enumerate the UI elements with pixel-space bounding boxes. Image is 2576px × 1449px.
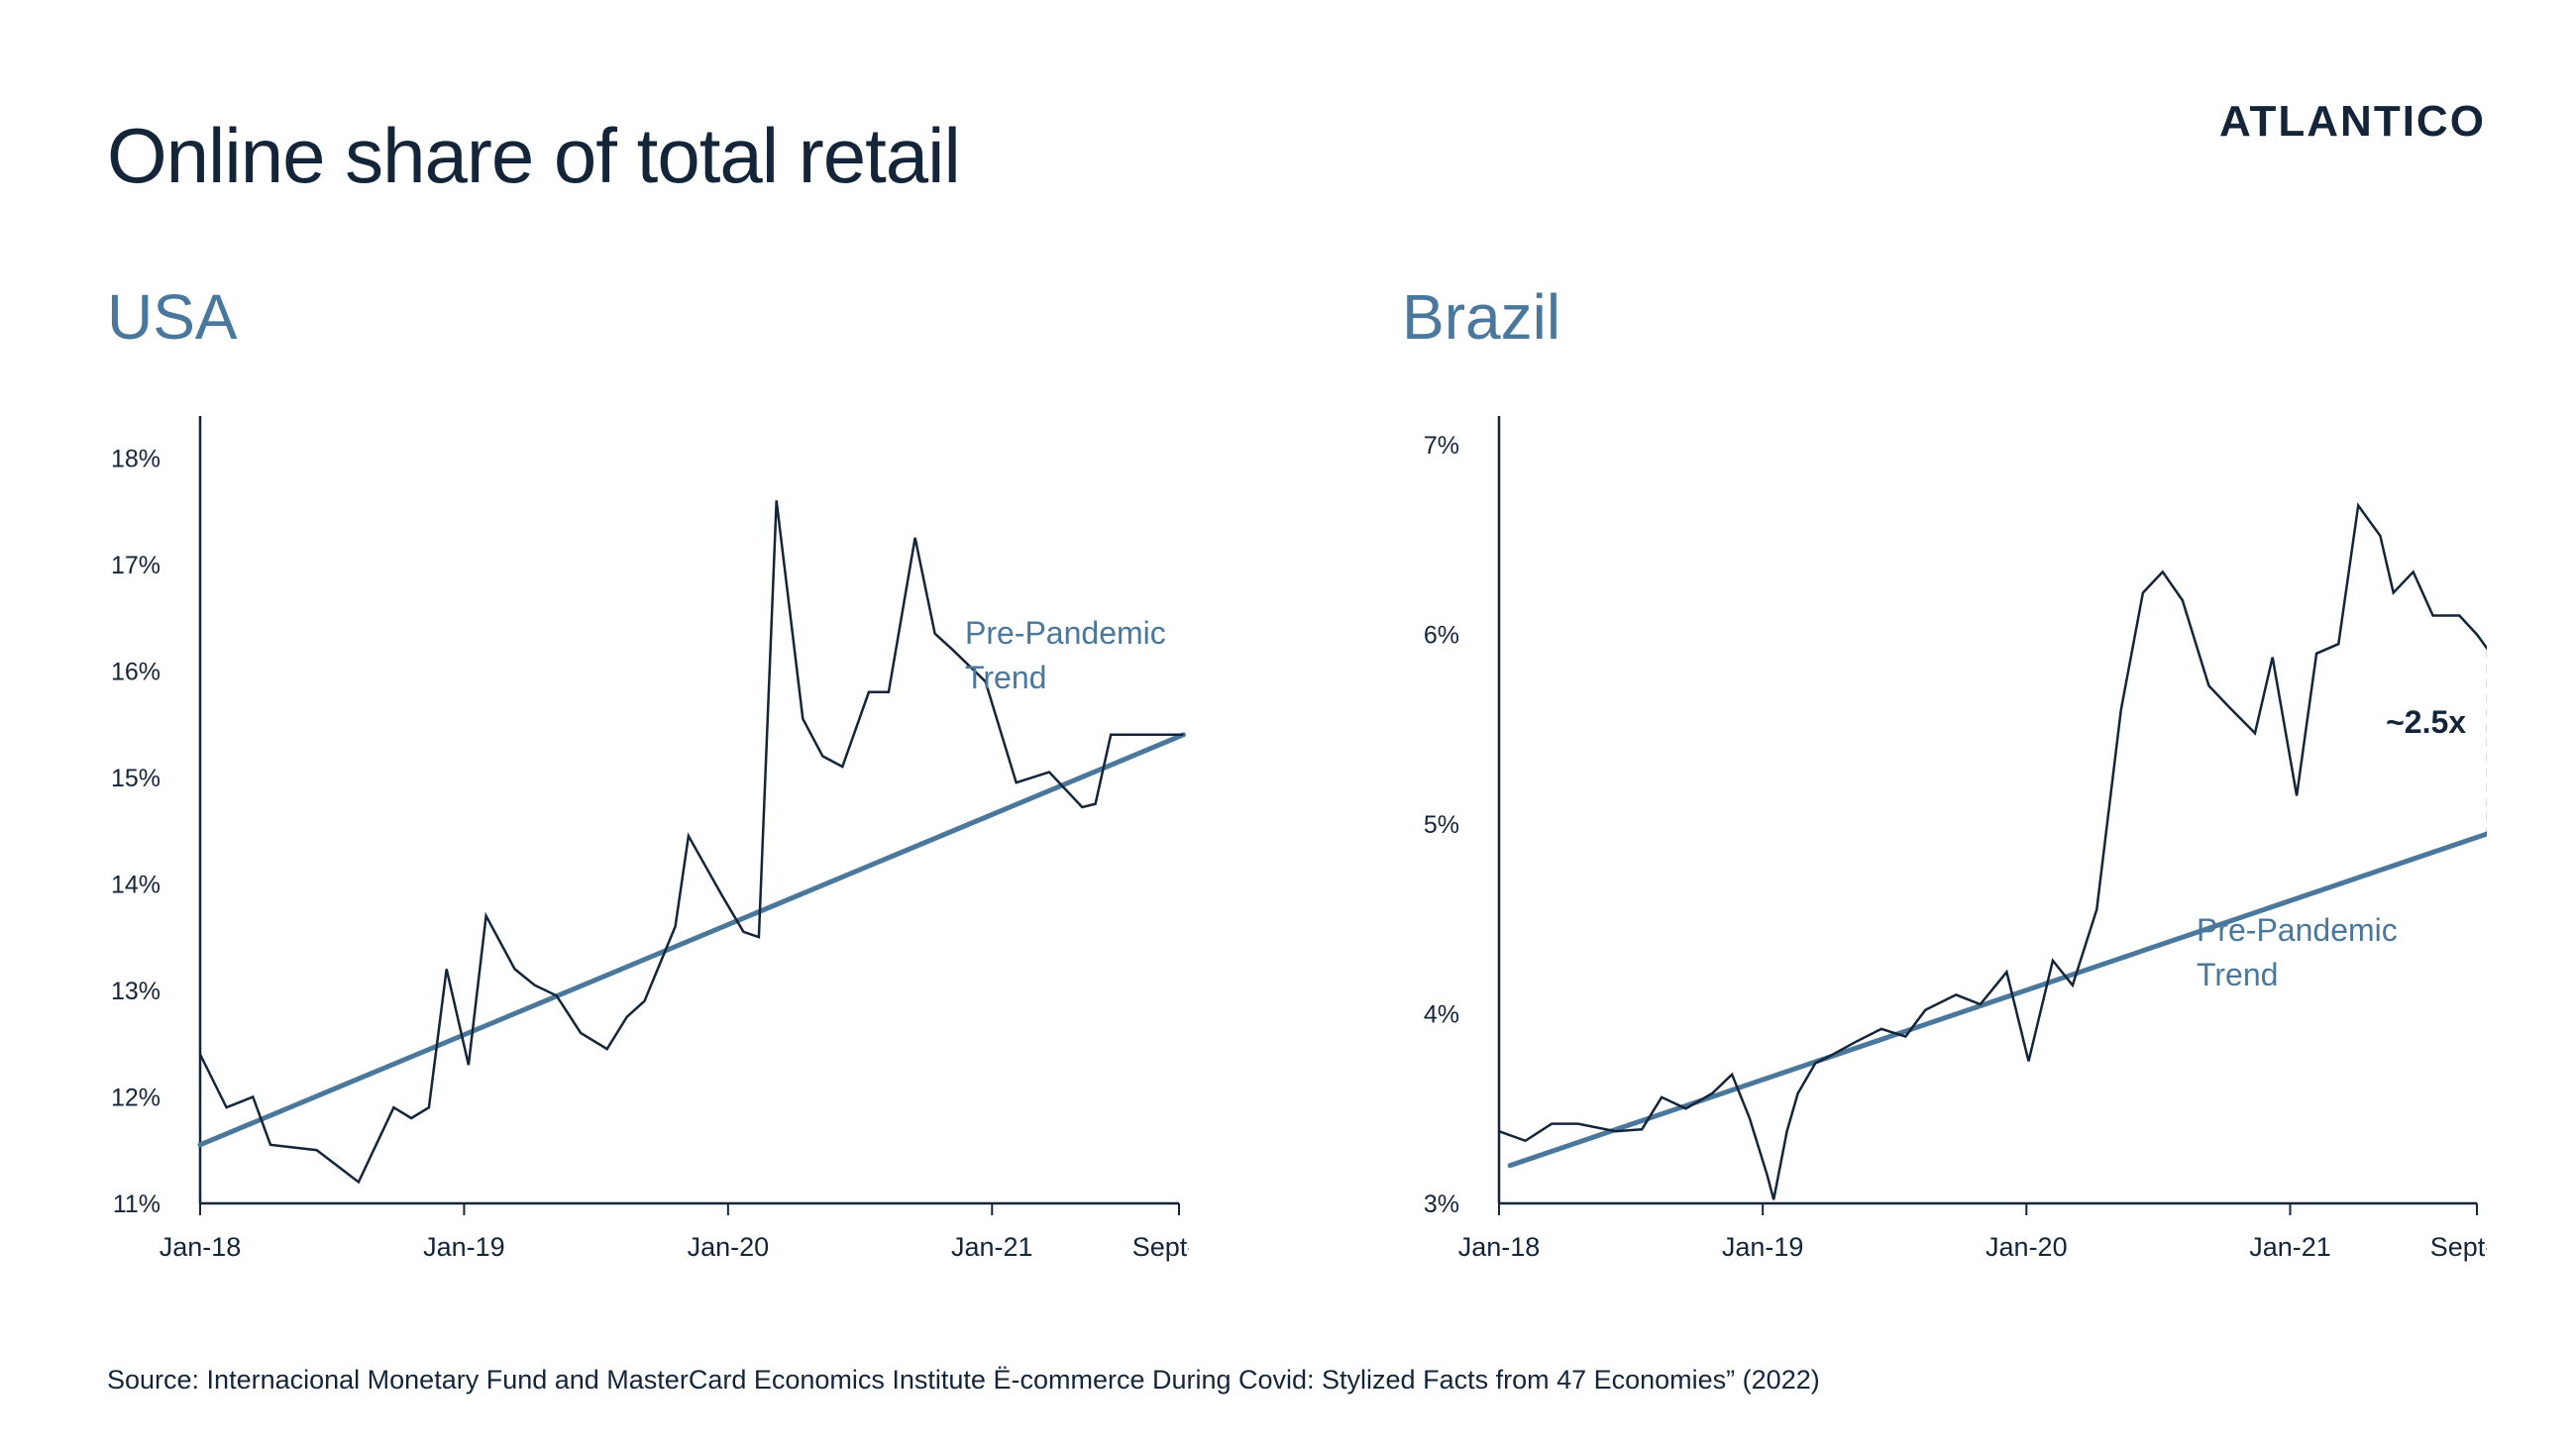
y-tick-label: 7% <box>1424 432 1459 460</box>
trend-annotation-line: Pre-Pandemic <box>2197 912 2398 948</box>
gap-multiplier-label: ~2.5x <box>2386 704 2466 740</box>
x-tick-label: Jan-19 <box>1722 1232 1804 1262</box>
usa-chart-title: USA <box>107 281 238 353</box>
y-tick-label: 18% <box>111 445 161 472</box>
y-tick-label: 14% <box>111 871 161 898</box>
online-share-line <box>1498 502 2487 1200</box>
brazil-chart: 3% 4% 5% 6% 7% Jan-18 Jan-19 Jan-20 Jan-21 Sept-2… <box>1357 376 2487 1288</box>
x-tick-label: Jan-21 <box>2249 1232 2331 1262</box>
y-tick-label: 12% <box>111 1084 161 1111</box>
y-tick-label: 5% <box>1424 811 1459 839</box>
usa-chart: 11% 12% 13% 14% 15% 16% 17% 18% Jan-18 Jan-19 Jan-… <box>59 376 1189 1288</box>
y-tick-label: 3% <box>1424 1190 1459 1218</box>
x-tick-label: Sept-21 <box>2430 1232 2487 1262</box>
y-tick-label: 16% <box>111 658 161 685</box>
page-title: Online share of total retail <box>107 112 961 199</box>
x-tick-label: Sept-21 <box>1132 1232 1189 1262</box>
trend-annotation-line: Pre-Pandemic <box>965 615 1166 651</box>
y-tick-label: 11% <box>113 1190 161 1218</box>
y-tick-label: 17% <box>111 552 161 579</box>
x-tick-label: Jan-21 <box>951 1232 1033 1262</box>
chart-svg: 3% 4% 5% 6% 7% Jan-18 Jan-19 Jan-20 Jan-21 Sept-2… <box>1424 416 2487 1262</box>
x-tick-label: Jan-18 <box>160 1232 242 1262</box>
x-tick-label: Jan-20 <box>688 1232 770 1262</box>
source-note: Source: Internacional Monetary Fund and … <box>107 1365 1820 1395</box>
trend-line <box>197 732 1186 1148</box>
trend-line <box>1507 831 2487 1169</box>
trend-annotation-line: Trend <box>2197 957 2278 992</box>
online-share-line <box>198 500 1184 1185</box>
y-tick-label: 15% <box>111 765 161 792</box>
atlantico-logo: ATLANTICO <box>2219 97 2486 146</box>
trend-annotation-line: Trend <box>965 660 1046 695</box>
y-tick-label: 4% <box>1424 1001 1459 1029</box>
x-tick-label: Jan-20 <box>1986 1232 2068 1262</box>
x-tick-label: Jan-19 <box>423 1232 505 1262</box>
y-tick-label: 6% <box>1424 622 1459 650</box>
brazil-chart-title: Brazil <box>1402 281 1561 353</box>
x-tick-label: Jan-18 <box>1458 1232 1541 1262</box>
chart-svg: 11% 12% 13% 14% 15% 16% 17% 18% Jan-18 Jan-19 Jan-… <box>111 416 1189 1262</box>
y-tick-label: 13% <box>111 978 161 1005</box>
